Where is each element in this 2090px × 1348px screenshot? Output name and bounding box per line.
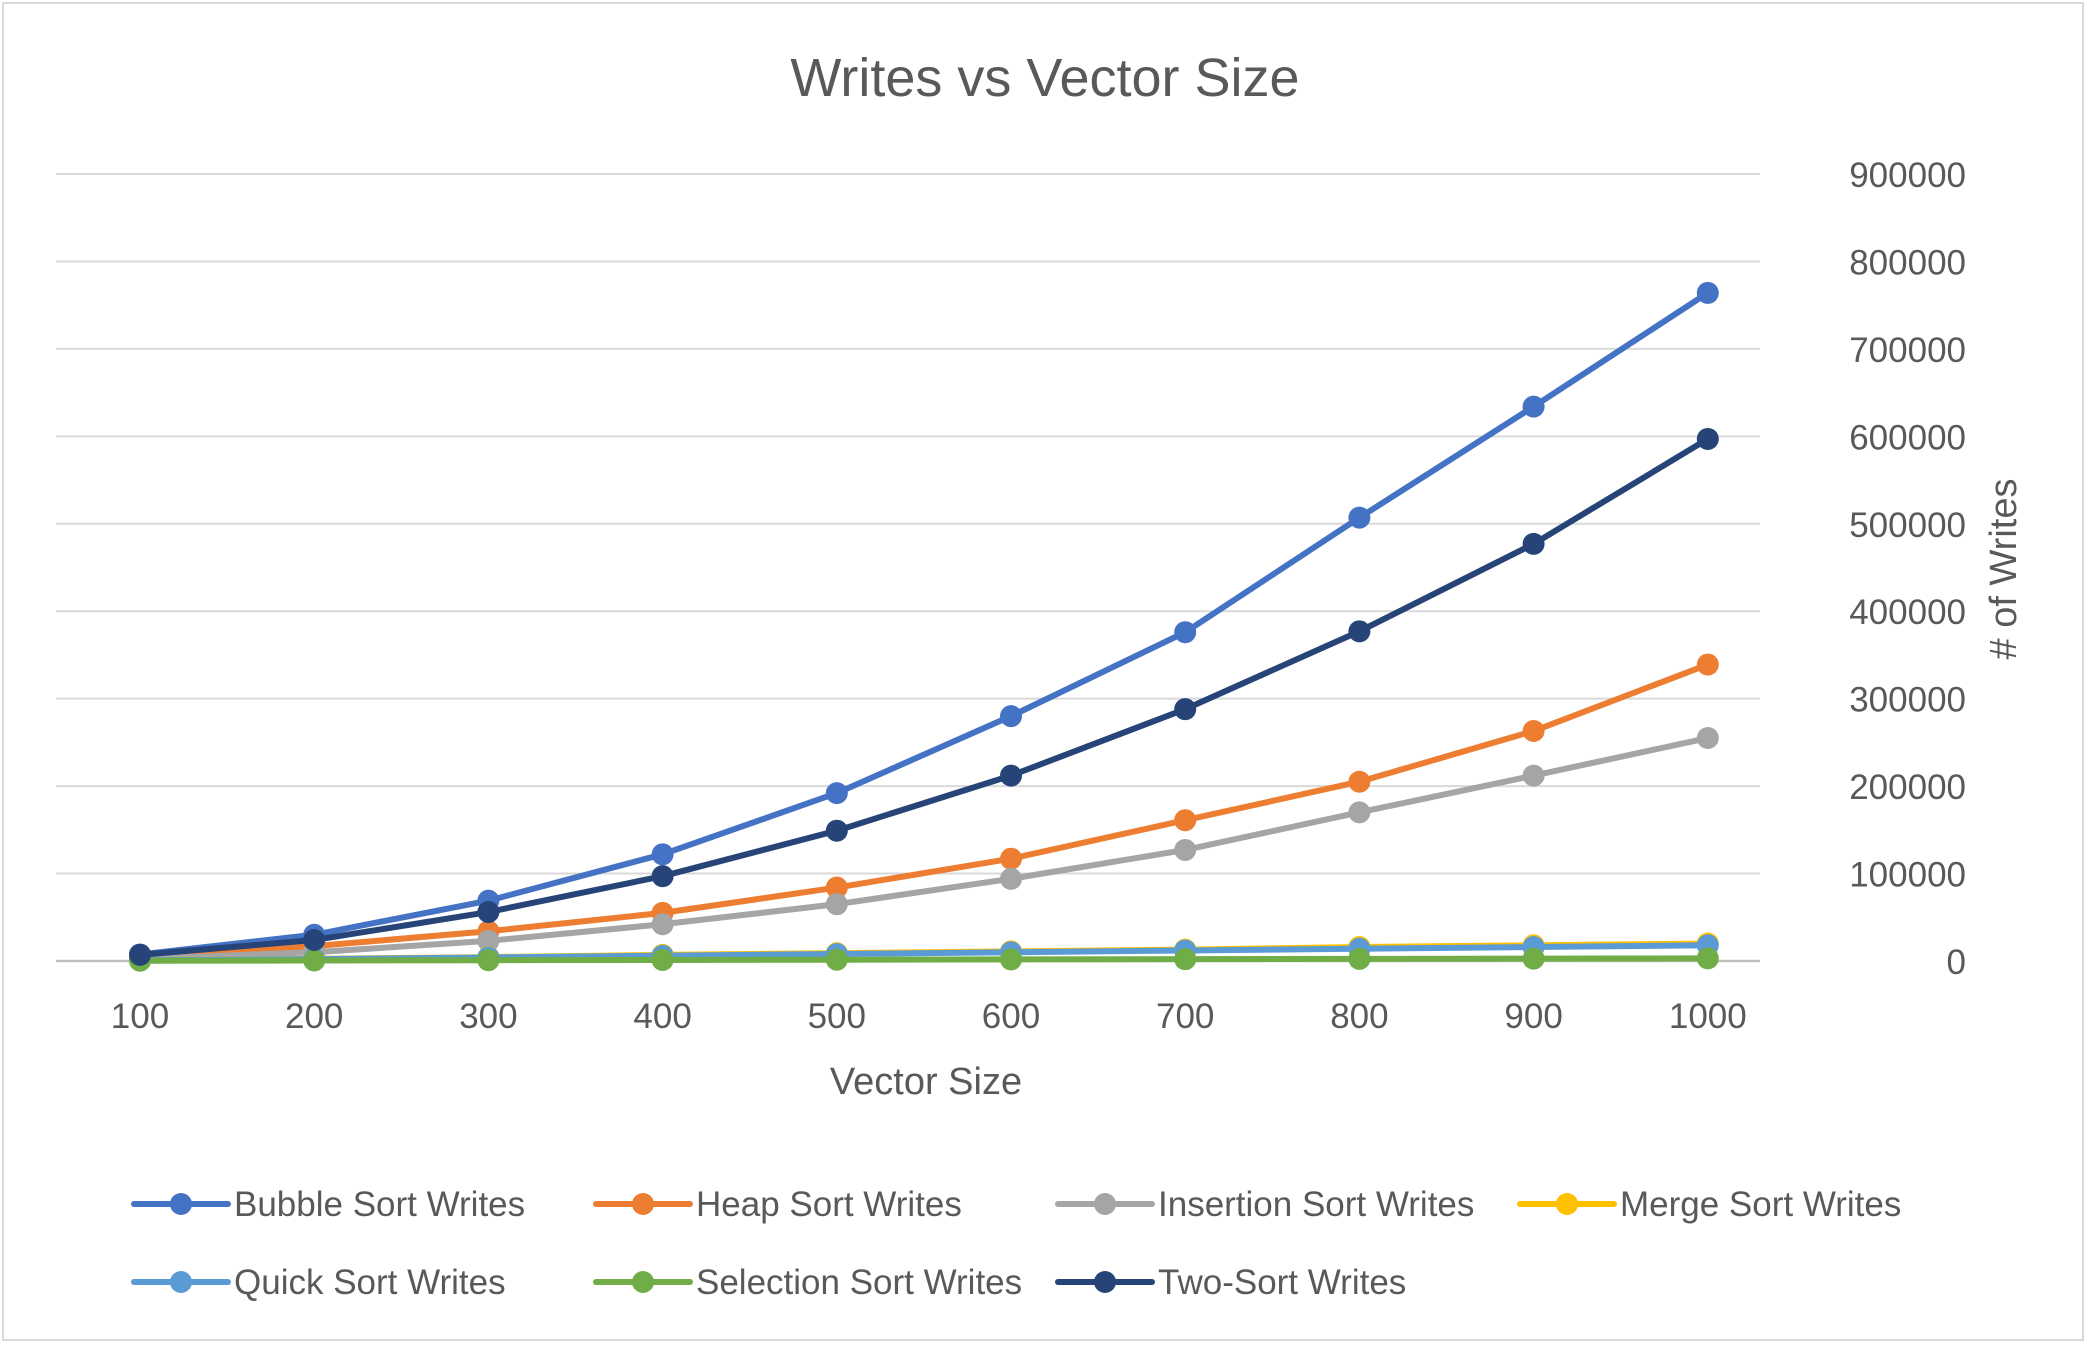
x-tick-label: 500 (808, 997, 866, 1036)
series-line (137, 661, 1711, 961)
data-point (1000, 847, 1022, 870)
data-point (1174, 809, 1197, 832)
legend-label: Merge Sort Writes (1620, 1185, 1901, 1224)
gridlines (56, 173, 1760, 963)
legend-marker (170, 1271, 192, 1293)
legend-marker (632, 1271, 654, 1293)
y-axis-tick-labels: 0 100000 200000 300000 400000 500000 600000 700… (1849, 156, 1966, 982)
data-point (651, 948, 674, 971)
x-tick-label: 100 (111, 997, 169, 1036)
data-point (1522, 395, 1545, 418)
x-tick-label: 700 (1156, 997, 1214, 1036)
data-point (1174, 621, 1197, 644)
series-line (137, 289, 1711, 958)
data-point (825, 819, 848, 842)
data-point (1348, 770, 1371, 793)
legend-item: Two-Sort Writes (1055, 1263, 1406, 1302)
data-point (1000, 764, 1022, 787)
data-point (651, 843, 674, 866)
x-tick-label: 1000 (1669, 997, 1747, 1036)
legend-marker (1094, 1193, 1116, 1215)
data-point (1000, 867, 1022, 890)
data-point (1000, 705, 1022, 728)
legend-label: Quick Sort Writes (234, 1263, 506, 1302)
legend-item: Quick Sort Writes (131, 1263, 506, 1302)
data-point (825, 876, 848, 899)
legend-item: Heap Sort Writes (593, 1185, 962, 1224)
y-tick-label: 0 (1947, 943, 1966, 982)
legend-label: Insertion Sort Writes (1158, 1185, 1474, 1224)
data-point (477, 901, 500, 924)
x-tick-label: 900 (1504, 997, 1562, 1036)
series-line (137, 435, 1711, 958)
data-point (651, 913, 674, 936)
x-tick-label: 300 (459, 997, 517, 1036)
series-line (137, 735, 1711, 962)
data-point (129, 943, 151, 966)
series-two-sort-writes (129, 427, 1719, 966)
legend-item: Insertion Sort Writes (1055, 1185, 1474, 1224)
series-lines (129, 281, 1719, 972)
x-tick-label: 600 (982, 997, 1040, 1036)
data-point (303, 929, 326, 952)
data-point (825, 782, 848, 805)
legend-item: Bubble Sort Writes (131, 1185, 525, 1224)
data-point (1696, 947, 1719, 970)
data-point (1348, 801, 1371, 824)
y-tick-label: 700000 (1849, 331, 1966, 370)
data-point (1000, 948, 1022, 971)
line-chart: Writes vs Vector Size 0 100000 200000 30000… (56, 48, 2025, 1302)
data-point (825, 948, 848, 971)
legend-marker (1094, 1271, 1116, 1293)
data-point (1348, 620, 1371, 643)
series-line (137, 955, 1711, 964)
data-point (651, 865, 674, 888)
data-point (1696, 281, 1719, 304)
legend-label: Selection Sort Writes (696, 1263, 1022, 1302)
data-point (1348, 947, 1371, 970)
data-point (1174, 698, 1197, 721)
data-point (477, 929, 500, 952)
x-tick-label: 200 (285, 997, 343, 1036)
data-point (1696, 427, 1719, 450)
data-point (1522, 764, 1545, 787)
y-tick-label: 800000 (1849, 243, 1966, 282)
y-tick-label: 200000 (1849, 768, 1966, 807)
legend-label: Two-Sort Writes (1158, 1263, 1406, 1302)
y-tick-label: 600000 (1849, 418, 1966, 457)
legend-item: Merge Sort Writes (1517, 1185, 1901, 1224)
data-point (1522, 532, 1545, 555)
x-axis-label: Vector Size (830, 1061, 1022, 1103)
data-point (1174, 838, 1197, 861)
y-axis-label: # of Writes (1983, 479, 2025, 660)
legend: Bubble Sort Writes Heap Sort Writes Insert… (131, 1185, 1901, 1302)
legend-label: Heap Sort Writes (696, 1185, 962, 1224)
series-insertion-sort-writes (129, 727, 1719, 970)
y-tick-label: 500000 (1849, 506, 1966, 545)
x-tick-label: 800 (1330, 997, 1388, 1036)
y-tick-label: 100000 (1849, 856, 1966, 895)
data-point (1522, 947, 1545, 970)
data-point (1174, 948, 1197, 971)
data-point (303, 949, 326, 972)
data-point (1522, 720, 1545, 743)
y-tick-label: 400000 (1849, 593, 1966, 632)
y-tick-label: 900000 (1849, 156, 1966, 195)
x-axis-tick-labels: 100 200 300 400 500 600 700 800 900 1000 (111, 997, 1747, 1036)
legend-marker (632, 1193, 654, 1215)
chart-title: Writes vs Vector Size (790, 48, 1299, 108)
data-point (477, 949, 500, 972)
data-point (1696, 653, 1719, 676)
y-tick-label: 300000 (1849, 681, 1966, 720)
legend-item: Selection Sort Writes (593, 1263, 1022, 1302)
data-point (1696, 727, 1719, 750)
data-point (825, 893, 848, 916)
data-point (1348, 506, 1371, 529)
x-tick-label: 400 (633, 997, 691, 1036)
legend-label: Bubble Sort Writes (234, 1185, 525, 1224)
series-bubble-sort-writes (129, 281, 1719, 966)
legend-marker (170, 1193, 192, 1215)
legend-marker (1556, 1193, 1578, 1215)
